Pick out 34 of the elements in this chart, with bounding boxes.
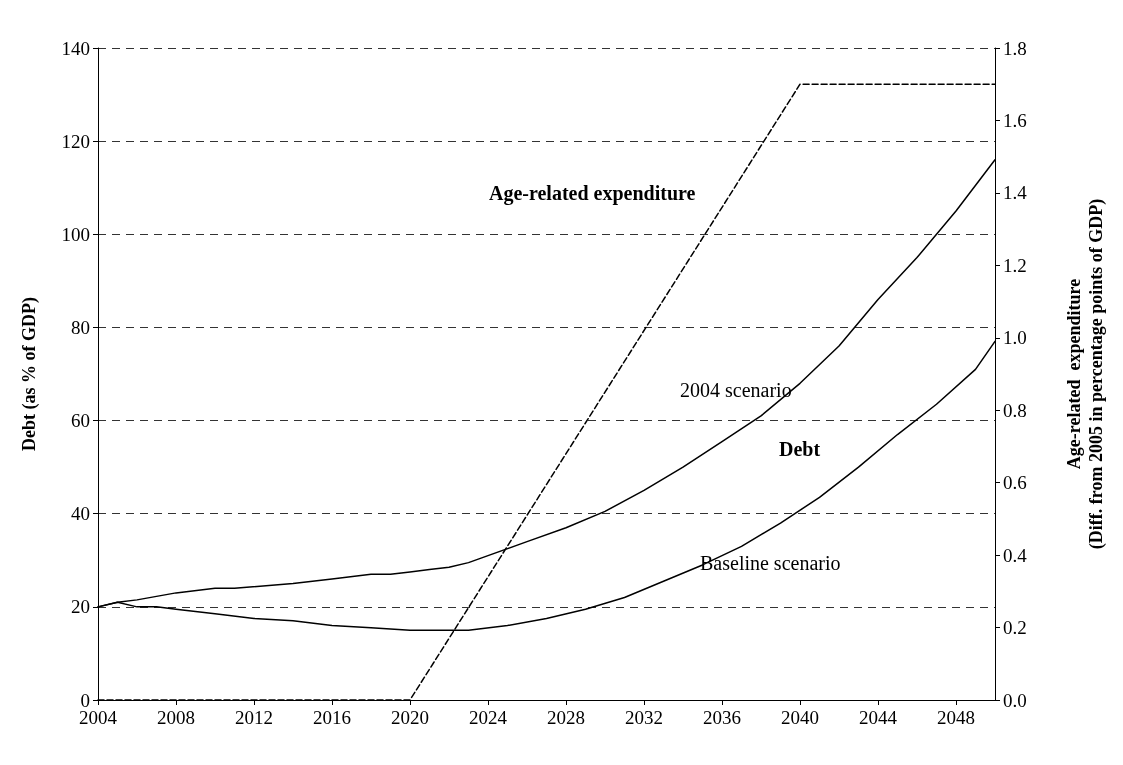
y2-tick-label: 1.8 <box>1003 37 1027 59</box>
y2-tick-label: 1.2 <box>1003 254 1027 276</box>
y2-tick-label: 0.8 <box>1003 399 1027 421</box>
annotation: 2004 scenario <box>680 379 792 401</box>
x-tick-label: 2036 <box>703 707 741 728</box>
y-tick-label: 100 <box>61 223 90 245</box>
annotation: Age-related expenditure <box>489 182 696 205</box>
x-tick-label: 2008 <box>157 707 195 728</box>
y2-axis-title: Age-related expenditure (Diff. from 2005 in percentage points of GDP) <box>1064 198 1107 550</box>
x-tick-label: 2012 <box>235 707 273 728</box>
y2-tick-label: 1.4 <box>1003 182 1028 204</box>
x-tick-label: 2044 <box>859 707 898 728</box>
x-tick-label: 2016 <box>313 707 351 728</box>
y-tick-label: 20 <box>71 596 90 618</box>
y2-tick-label: 0.2 <box>1003 617 1027 639</box>
y-tick-label: 140 <box>61 37 90 59</box>
x-tick-label: 2028 <box>547 707 585 728</box>
annotation: Debt <box>779 438 821 460</box>
x-tick-label: 2048 <box>937 707 975 728</box>
y2-tick-label: 1.6 <box>1003 109 1027 131</box>
annotation: Baseline scenario <box>700 552 841 574</box>
y-tick-label: 40 <box>71 503 90 525</box>
y-tick-label: 60 <box>71 410 90 432</box>
y2-tick-label: 1.0 <box>1003 327 1027 349</box>
y-tick-label: 80 <box>71 316 90 338</box>
y2-tick-label: 0.6 <box>1003 472 1027 494</box>
x-tick-label: 2020 <box>391 707 429 728</box>
y-tick-label: 120 <box>61 130 90 152</box>
y2-tick-label: 0.4 <box>1003 544 1028 566</box>
x-tick-label: 2040 <box>781 707 819 728</box>
x-tick-label: 2032 <box>625 707 663 728</box>
y-axis-title: Debt (as % of GDP) <box>19 297 40 451</box>
y2-tick-label: 0.0 <box>1003 689 1027 711</box>
x-tick-label: 2024 <box>469 707 508 728</box>
